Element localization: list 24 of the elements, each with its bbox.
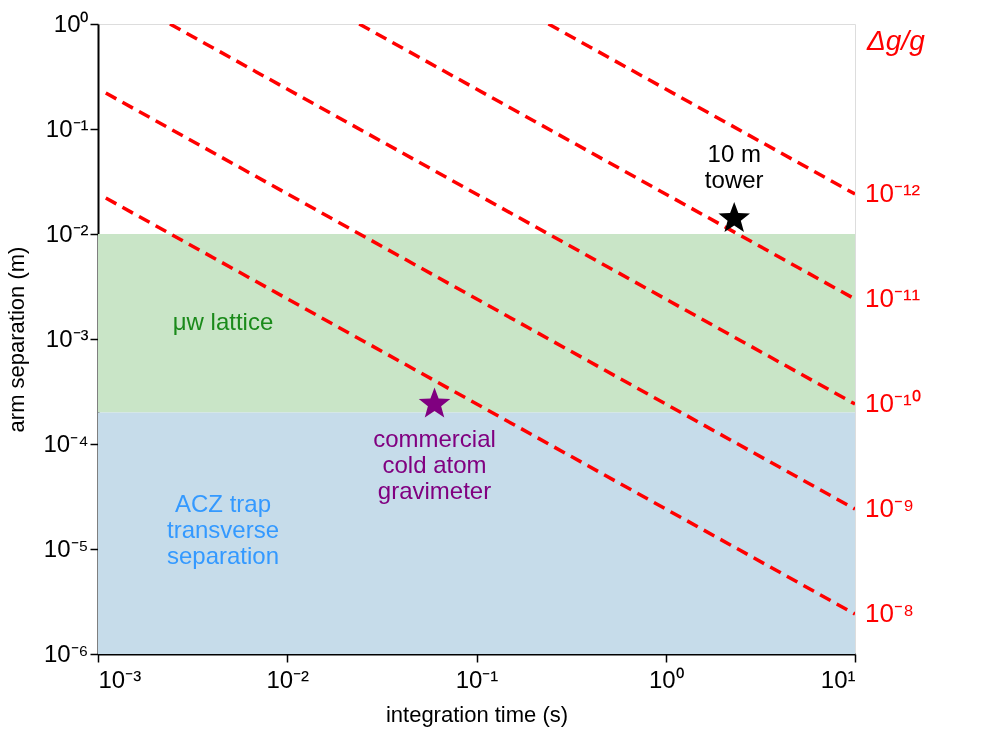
annotation: 10⁻¹¹ xyxy=(865,283,921,314)
annotation: 10 m tower xyxy=(704,139,764,193)
y-tick-label: 10⁻³ xyxy=(45,324,89,352)
annotation: 10⁻¹⁰ xyxy=(865,388,921,419)
annotation: commercial cold atom gravimeter xyxy=(373,425,496,505)
x-tick-label: 10¹ xyxy=(820,665,856,693)
annotation: 10⁻⁸ xyxy=(865,598,914,629)
band-label: ACZ trap transverse separation xyxy=(166,490,280,570)
x-tick-label: 10⁻³ xyxy=(98,665,142,693)
y-axis-title: arm separation (m) xyxy=(4,246,30,433)
y-tick-label: 10⁻⁴ xyxy=(43,429,89,457)
annotation: 10⁻¹² xyxy=(865,178,921,209)
x-tick-label: 10⁻² xyxy=(266,665,310,693)
y-tick-label: 10⁻⁵ xyxy=(43,534,89,562)
y-tick-label: 10⁰ xyxy=(53,9,89,37)
band-label: μw lattice xyxy=(172,308,274,336)
x-tick-label: 10⁻¹ xyxy=(455,665,499,693)
y-tick-label: 10⁻⁶ xyxy=(43,639,89,667)
annotation: 10⁻⁹ xyxy=(865,493,915,524)
x-axis-title: integration time (s) xyxy=(385,701,569,727)
x-tick-label: 10⁰ xyxy=(648,665,684,693)
y2-axis-title: Δg/g xyxy=(866,25,926,56)
y-tick-label: 10⁻¹ xyxy=(45,114,89,142)
y-tick-label: 10⁻² xyxy=(45,219,89,247)
